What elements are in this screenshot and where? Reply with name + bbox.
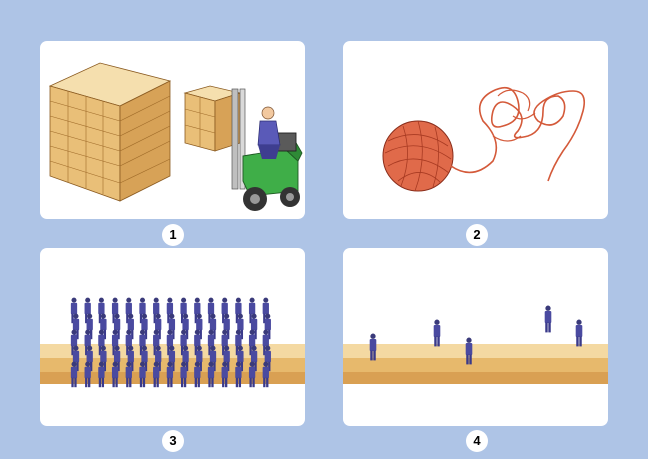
floor-band-1 bbox=[343, 344, 608, 358]
panel-number-3: 3 bbox=[162, 430, 184, 452]
man-2 bbox=[434, 320, 441, 347]
forklift-mast bbox=[232, 89, 238, 189]
yarn-illustration bbox=[343, 41, 608, 219]
crowd-of-men bbox=[71, 298, 271, 388]
lumber-stack-large bbox=[50, 63, 170, 201]
panel-forklift bbox=[40, 41, 305, 219]
yarn-thread bbox=[451, 88, 584, 181]
forklift-illustration bbox=[40, 41, 305, 219]
panel-number-2: 2 bbox=[466, 224, 488, 246]
yarn-ball bbox=[383, 121, 453, 191]
panel-scattered bbox=[343, 248, 608, 426]
scattered-men-illustration bbox=[343, 248, 608, 426]
panel-number-4: 4 bbox=[466, 430, 488, 452]
floor-band-3 bbox=[343, 372, 608, 384]
panel-number-1: 1 bbox=[162, 224, 184, 246]
crowd-illustration bbox=[40, 248, 305, 426]
man-5 bbox=[576, 320, 583, 347]
forklift-driver bbox=[258, 107, 280, 159]
man-4 bbox=[545, 306, 552, 333]
panel-yarn bbox=[343, 41, 608, 219]
panel-crowd bbox=[40, 248, 305, 426]
floor-band-2 bbox=[343, 358, 608, 372]
